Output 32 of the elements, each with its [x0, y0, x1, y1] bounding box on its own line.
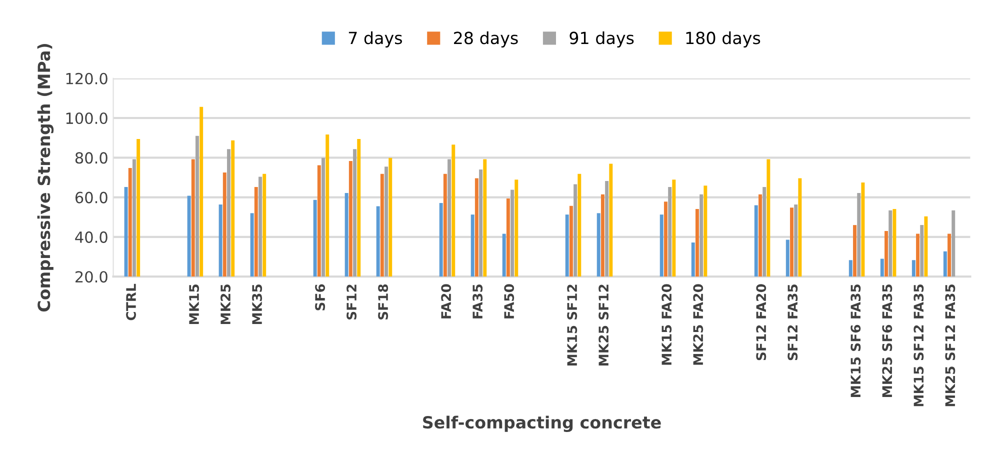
legend-label: 180 days: [686, 31, 760, 48]
x-tick-label: MK35: [252, 284, 262, 324]
x-tick-label: SF12: [346, 284, 357, 320]
x-tick-label: MK25 SF12: [598, 284, 609, 366]
legend-label: 7 days: [348, 31, 402, 48]
x-tick-label: CTRL: [126, 284, 136, 320]
y-tick-label: 20.0: [76, 271, 108, 283]
x-tick-label: FA50: [504, 284, 514, 318]
y-axis-title: Compressive Strength (MPa): [37, 44, 54, 312]
x-tick-label: MK15: [189, 284, 200, 324]
y-tick-label: 120.0: [66, 72, 108, 84]
x-tick-label: SF12 FA20: [756, 284, 766, 360]
x-tick-label: MK25 SF6 FA35: [882, 284, 892, 397]
y-tick-label: 60.0: [75, 192, 108, 204]
legend-label: 91 days: [570, 31, 634, 48]
x-tick-label: MK15 SF6 FA35: [850, 284, 861, 397]
x-tick-label: MK25: [220, 284, 231, 324]
y-tick-label: 100.0: [66, 112, 108, 124]
x-tick-label: SF18: [378, 284, 388, 320]
x-tick-label: FA35: [472, 284, 483, 318]
x-tick-label: MK15 FA20: [662, 284, 672, 365]
y-tick-label: 40.0: [75, 231, 108, 243]
x-axis-title: Self-compacting concrete: [423, 416, 661, 432]
x-tick-label: MK15 SF12: [567, 284, 578, 366]
legend-label: 28 days: [454, 31, 518, 48]
y-tick-label: 80.0: [75, 152, 108, 164]
x-tick-label: SF12 FA35: [788, 284, 798, 360]
x-tick-label: MK25 SF12 FA35: [945, 284, 956, 406]
x-tick-label: SF6: [315, 284, 326, 310]
x-tick-label: MK25 FA20: [693, 284, 704, 365]
x-tick-label: FA20: [441, 284, 452, 318]
x-tick-label: MK15 SF12 FA35: [914, 284, 924, 406]
